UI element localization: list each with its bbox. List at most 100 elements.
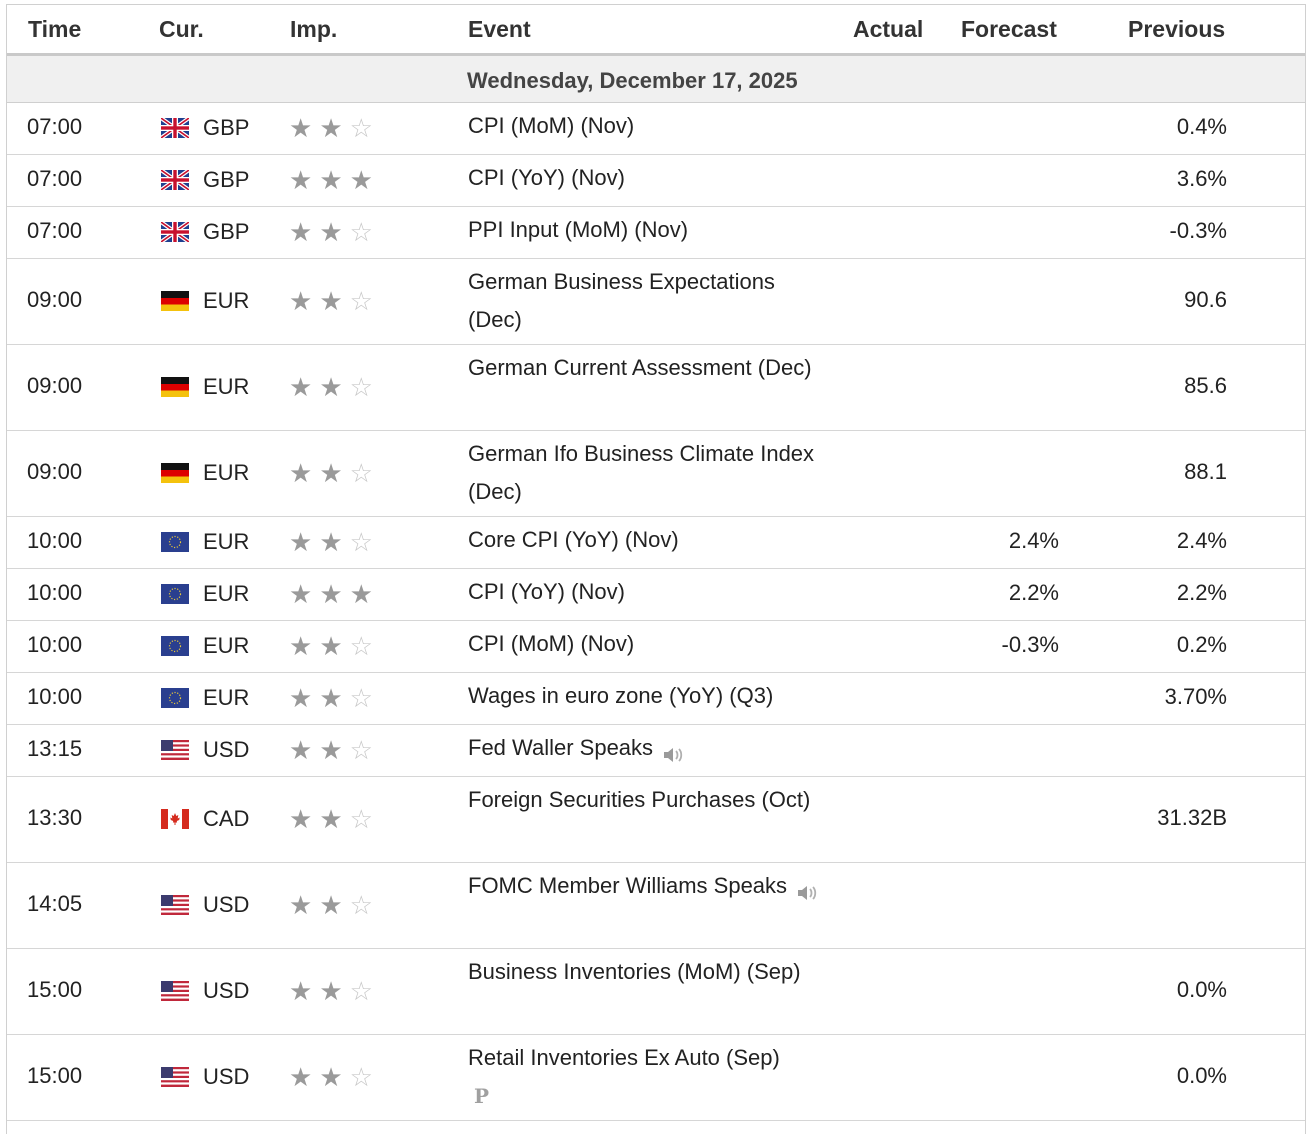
star-filled-icon: ★: [289, 286, 313, 316]
header-actual[interactable]: Actual: [853, 16, 924, 42]
table-row[interactable]: 15:00 USD ★ ★ ☆ Business Inventories (MoM) (S…: [7, 949, 1305, 1035]
previous-value: 2.2%: [1176, 580, 1227, 605]
importance-stars: ★ ★ ☆: [289, 633, 373, 659]
event-name[interactable]: Fed Waller Speaks: [468, 729, 828, 767]
event-name[interactable]: Foreign Securities Purchases (Oct): [468, 781, 828, 819]
eu-flag-icon: [161, 688, 189, 708]
table-row[interactable]: 07:00 GBP ★ ★ ★ CPI (YoY) (Nov) 3.6%: [7, 155, 1305, 207]
event-name[interactable]: CPI (YoY) (Nov): [468, 159, 828, 197]
star-filled-icon: ★: [319, 217, 343, 247]
table-row[interactable]: 13:30 CAD ★ ★ ☆ Foreign Securities Purchases …: [7, 777, 1305, 863]
event-name-text[interactable]: CPI (YoY) (Nov): [468, 579, 625, 604]
event-name[interactable]: FOMC Member Williams Speaks: [468, 867, 828, 905]
previous-value: 3.70%: [1164, 684, 1227, 709]
event-name-text[interactable]: Wages in euro zone (YoY) (Q3): [468, 683, 774, 708]
table-row[interactable]: 13:15 USD ★ ★ ☆ Fed Waller Speaks: [7, 725, 1305, 777]
star-empty-icon: ☆: [349, 217, 373, 247]
event-name-text[interactable]: Fed Waller Speaks: [468, 735, 654, 760]
header-importance[interactable]: Imp.: [290, 16, 338, 42]
table-row[interactable]: 15:00 USD ★ ★ ☆ Retail Inventories Ex Auto (S…: [7, 1035, 1305, 1121]
event-name[interactable]: Retail Inventories Ex Auto (Sep) P: [468, 1039, 828, 1115]
previous-value: 3.6%: [1176, 166, 1227, 191]
currency-code: USD: [203, 737, 250, 762]
table-row[interactable]: 10:00 EUR ★ ★ ★ CPI (YoY) (Nov) 2.2% 2.2%: [7, 569, 1305, 621]
header-time[interactable]: Time: [28, 16, 82, 42]
table-row[interactable]: 09:00 EUR ★ ★ ☆ German Current Assessment (De…: [7, 345, 1305, 431]
event-name-text[interactable]: Core CPI (YoY) (Nov): [468, 527, 679, 552]
currency-code: GBP: [203, 167, 250, 192]
header-previous[interactable]: Previous: [1128, 16, 1226, 42]
table-row[interactable]: 10:00 EUR ★ ★ ☆ CPI (MoM) (Nov) -0.3% 0.2%: [7, 621, 1305, 673]
star-filled-icon: ★: [289, 372, 313, 402]
header-event[interactable]: Event: [468, 16, 531, 42]
event-name[interactable]: Wages in euro zone (YoY) (Q3): [468, 677, 828, 715]
day-header: Wednesday, December 17, 2025: [7, 56, 1305, 103]
event-name[interactable]: German Ifo Business Climate Index (Dec): [468, 435, 828, 511]
speaker-icon[interactable]: [661, 739, 687, 763]
forecast-value: 2.2%: [1008, 580, 1059, 605]
event-name-text[interactable]: German Current Assessment (Dec): [468, 355, 812, 380]
table-row[interactable]: 07:00 GBP ★ ★ ☆ PPI Input (MoM) (Nov) -0.3%: [7, 207, 1305, 259]
importance-stars: ★ ★ ☆: [289, 219, 373, 245]
event-name[interactable]: Business Inventories (MoM) (Sep): [468, 953, 828, 991]
currency-code: EUR: [203, 529, 250, 554]
event-time: 09:00: [27, 459, 83, 484]
previous-value: 0.0%: [1176, 1063, 1227, 1088]
star-filled-icon: ★: [289, 527, 313, 557]
header-forecast[interactable]: Forecast: [961, 16, 1057, 42]
previous-value: 2.4%: [1176, 528, 1227, 553]
previous-value: -0.3%: [1169, 218, 1227, 243]
star-empty-icon: ☆: [349, 372, 373, 402]
star-filled-icon: ★: [289, 683, 313, 713]
event-name[interactable]: PPI Input (MoM) (Nov): [468, 211, 828, 249]
event-name-text[interactable]: Retail Inventories Ex Auto (Sep): [468, 1045, 780, 1070]
star-filled-icon: ★: [349, 579, 373, 609]
star-empty-icon: ☆: [349, 890, 373, 920]
event-name-text[interactable]: CPI (MoM) (Nov): [468, 631, 635, 656]
preliminary-icon[interactable]: P: [474, 1084, 490, 1108]
star-filled-icon: ★: [289, 804, 313, 834]
importance-stars: ★ ★ ★: [289, 167, 373, 193]
table-row[interactable]: 14:05 USD ★ ★ ☆ FOMC Member Williams Speaks: [7, 863, 1305, 949]
star-empty-icon: ☆: [349, 458, 373, 488]
table-row[interactable]: 10:00 EUR ★ ★ ☆ Core CPI (YoY) (Nov) 2.4% 2.4%: [7, 517, 1305, 569]
star-filled-icon: ★: [319, 976, 343, 1006]
event-time: 07:00: [27, 218, 83, 243]
header-currency[interactable]: Cur.: [159, 16, 204, 42]
star-filled-icon: ★: [319, 631, 343, 661]
event-name[interactable]: CPI (MoM) (Nov): [468, 107, 828, 145]
table-row[interactable]: 09:00 EUR ★ ★ ☆ German Ifo Business Climate I…: [7, 431, 1305, 517]
table-row[interactable]: 09:00 EUR ★ ★ ☆ German Business Expectations …: [7, 259, 1305, 345]
event-name-text[interactable]: Foreign Securities Purchases (Oct): [468, 787, 811, 812]
table-row[interactable]: 07:00 GBP ★ ★ ☆ CPI (MoM) (Nov) 0.4%: [7, 103, 1305, 155]
event-name-text[interactable]: CPI (MoM) (Nov): [468, 113, 635, 138]
table-row[interactable]: 10:00 EUR ★ ★ ☆ Wages in euro zone (YoY) (Q3)…: [7, 673, 1305, 725]
event-name-text[interactable]: CPI (YoY) (Nov): [468, 165, 625, 190]
event-time: 13:15: [27, 736, 83, 761]
event-name[interactable]: German Business Expectations (Dec): [468, 263, 828, 339]
previous-value: 90.6: [1184, 287, 1227, 312]
event-name[interactable]: German Current Assessment (Dec): [468, 349, 828, 387]
event-name[interactable]: CPI (MoM) (Nov): [468, 625, 828, 663]
event-rows: 07:00 GBP ★ ★ ☆ CPI (MoM) (Nov) 0.4% 07:00 GBP ★ ★…: [7, 103, 1305, 1121]
event-name-text[interactable]: German Ifo Business Climate Index (Dec): [468, 441, 815, 504]
event-time: 07:00: [27, 166, 83, 191]
previous-value: 0.4%: [1176, 114, 1227, 139]
event-time: 09:00: [27, 287, 83, 312]
speaker-icon[interactable]: [795, 877, 821, 901]
importance-stars: ★ ★ ☆: [289, 288, 373, 314]
event-name-text[interactable]: German Business Expectations (Dec): [468, 269, 775, 332]
event-name-text[interactable]: FOMC Member Williams Speaks: [468, 873, 788, 898]
gb-flag-icon: [159, 220, 191, 244]
eu-flag-icon: [161, 584, 189, 604]
star-filled-icon: ★: [289, 458, 313, 488]
star-filled-icon: ★: [289, 890, 313, 920]
event-name[interactable]: CPI (YoY) (Nov): [468, 573, 828, 611]
currency-code: GBP: [203, 219, 250, 244]
event-name[interactable]: Core CPI (YoY) (Nov): [468, 521, 828, 559]
star-filled-icon: ★: [289, 217, 313, 247]
event-name-text[interactable]: PPI Input (MoM) (Nov): [468, 217, 689, 242]
us-flag-icon: [161, 895, 189, 915]
event-time: 10:00: [27, 580, 83, 605]
event-name-text[interactable]: Business Inventories (MoM) (Sep): [468, 959, 801, 984]
